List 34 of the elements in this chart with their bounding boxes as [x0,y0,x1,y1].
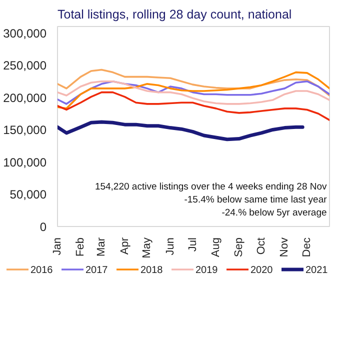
legend-label: 2019 [196,265,218,276]
y-tick-label: 150,000 [3,123,47,138]
y-tick-label: 50,000 [10,188,47,202]
y-tick-label: 300,000 [3,26,47,40]
line-series [58,91,330,121]
chart-title: Total listings, rolling 28 day count, national [58,8,292,22]
legend-label: 2017 [86,265,108,276]
annotation: -24.% below 5yr average [222,208,327,218]
x-tick-label: Oct [256,237,268,255]
legend-label: 2016 [30,265,54,276]
x-tick-label: Apr [118,237,131,255]
x-tick-label: Sep [233,237,246,258]
line-series [58,80,330,105]
legend-label: 2018 [140,265,164,276]
x-tick-label: Aug [210,237,222,258]
line-series [58,68,330,96]
annotation: -15.4% below same time last year [184,194,327,206]
x-tick-label: Nov [278,237,291,258]
x-tick-label: Jun [164,237,176,256]
y-tick-label: 250,000 [3,58,47,73]
y-tick-label: 0 [40,220,47,234]
line-series [58,71,330,110]
y-tick-label: 100,000 [3,155,47,170]
x-tick-label: Feb [74,237,87,256]
y-tick-label: 200,000 [3,90,47,105]
x-tick-label: Jul [186,238,199,252]
annotation: 154,220 active listings over the 4 weeks ending 28 Nov [94,182,328,192]
legend-label: 2020 [250,265,274,276]
x-tick-label: Jan [52,237,64,256]
x-tick-label: Dec [301,237,314,258]
x-tick-label: May [141,237,154,258]
x-tick-label: Mar [96,237,108,256]
legend-label: 2021 [306,265,328,276]
line-series [58,120,304,142]
